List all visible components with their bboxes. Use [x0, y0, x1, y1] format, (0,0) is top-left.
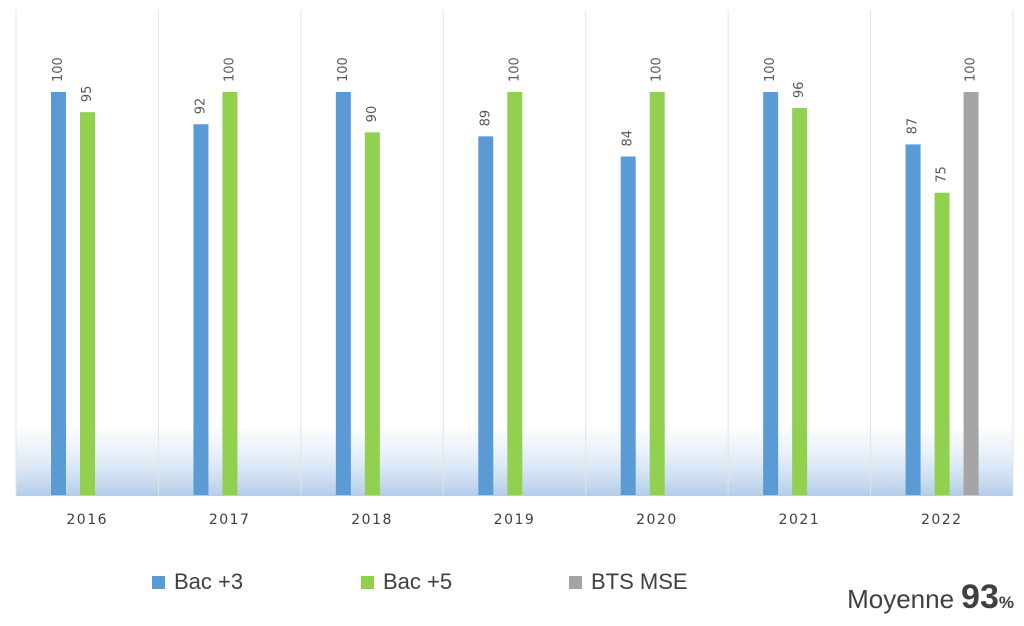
legend-label-bac5: Bac +5 [383, 569, 453, 594]
legend: Bac +3 Bac +5 BTS MSE [0, 566, 1024, 598]
bar-bac-5-2020 [649, 92, 665, 495]
x-tick-label: 2017 [209, 512, 251, 528]
bar-bac-3-2021 [763, 92, 779, 495]
bar-bac-3-2016 [51, 92, 66, 495]
x-tick-label: 2021 [779, 512, 821, 528]
average-summary: Moyenne 93 % [847, 578, 1014, 618]
bar-bts-mse-2022 [963, 92, 979, 495]
data-label: 100 [222, 57, 237, 82]
data-label: 90 [365, 106, 380, 123]
legend-swatch-bac5 [361, 575, 374, 589]
data-label: 95 [80, 86, 95, 103]
data-label: 100 [964, 57, 979, 82]
data-label: 100 [336, 57, 351, 82]
legend-item-bac5: Bac +5 [361, 566, 452, 598]
x-tick-label: 2016 [66, 512, 108, 528]
bar-bac-3-2019 [478, 136, 494, 495]
bar-bac-3-2018 [335, 92, 351, 495]
bar-bac-5-2022 [934, 192, 950, 495]
bar-bac-5-2019 [507, 92, 523, 495]
bar-bac-3-2017 [193, 124, 209, 496]
legend-swatch-bac3 [152, 575, 165, 589]
bar-bac-5-2018 [364, 132, 380, 496]
data-label: 84 [621, 130, 636, 147]
average-value: 93 [961, 578, 999, 616]
legend-item-bts-mse: BTS MSE [569, 566, 688, 598]
bar-bac-3-2020 [620, 156, 636, 496]
x-tick-label: 2020 [636, 512, 678, 528]
data-label: 100 [763, 57, 778, 82]
data-label: 96 [792, 82, 807, 99]
legend-swatch-bts-mse [569, 575, 582, 589]
x-tick-label: 2022 [921, 512, 963, 528]
data-label: 100 [650, 57, 665, 82]
legend-label-bts-mse: BTS MSE [591, 569, 688, 594]
average-unit: % [998, 593, 1014, 612]
bar-bac-5-2021 [792, 108, 808, 496]
legend-item-bac3: Bac +3 [152, 566, 243, 598]
data-label: 100 [507, 57, 522, 82]
bar-bac-5-2017 [222, 92, 238, 495]
average-label: Moyenne [847, 584, 955, 614]
bar-bac-5-2016 [80, 112, 95, 496]
x-tick-label: 2019 [494, 512, 536, 528]
x-tick-label: 2018 [351, 512, 393, 528]
data-label: 92 [193, 98, 208, 115]
legend-label-bac3: Bac +3 [174, 569, 244, 594]
data-label: 75 [935, 166, 950, 183]
data-label: 87 [906, 118, 921, 135]
bar-bac-3-2022 [905, 144, 921, 495]
data-label: 100 [51, 57, 66, 82]
data-label: 89 [478, 110, 493, 127]
